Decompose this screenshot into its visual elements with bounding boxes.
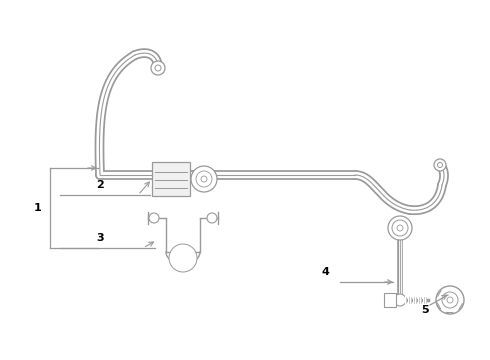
Text: 3: 3 (96, 233, 104, 243)
Text: 5: 5 (421, 305, 429, 315)
Circle shape (151, 61, 165, 75)
Circle shape (392, 220, 408, 236)
Circle shape (196, 171, 212, 187)
Circle shape (438, 162, 442, 167)
Circle shape (394, 294, 406, 306)
Circle shape (169, 244, 197, 272)
Circle shape (207, 213, 217, 223)
Bar (152, 162, 190, 196)
Text: 4: 4 (321, 267, 329, 277)
Text: 2: 2 (96, 180, 104, 190)
Circle shape (397, 225, 403, 231)
Bar (384, 293, 396, 307)
Circle shape (149, 213, 159, 223)
Circle shape (434, 159, 446, 171)
Circle shape (447, 297, 453, 303)
Text: 1: 1 (34, 203, 42, 213)
Circle shape (155, 65, 161, 71)
Circle shape (436, 286, 464, 314)
Circle shape (201, 176, 207, 182)
Circle shape (191, 166, 217, 192)
Circle shape (442, 292, 458, 308)
Circle shape (388, 216, 412, 240)
